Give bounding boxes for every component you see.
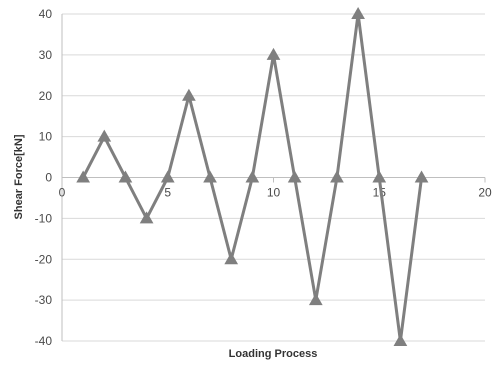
data-point-marker (330, 170, 344, 183)
data-point-marker (372, 170, 387, 183)
data-point-marker (203, 170, 217, 183)
y-tick-label: 30 (39, 48, 53, 62)
data-point-marker (287, 170, 302, 183)
y-tick-label: 40 (39, 7, 53, 21)
data-point-marker (139, 211, 154, 224)
y-tick-label: -20 (35, 252, 53, 266)
y-tick-label: 20 (39, 89, 53, 103)
data-point-marker (160, 170, 175, 183)
data-point-marker (118, 170, 133, 183)
data-point-marker (224, 252, 239, 265)
data-point-marker (245, 170, 260, 183)
y-axis-title: Shear Force[kN] (13, 134, 25, 219)
y-tick-label: 10 (39, 130, 53, 144)
x-tick-label: 20 (478, 186, 492, 200)
x-tick-label: 5 (164, 186, 171, 200)
data-point-marker (182, 88, 196, 101)
data-point-marker (351, 6, 365, 19)
data-point-marker (393, 333, 408, 346)
markers-layer (76, 6, 429, 346)
y-tick-label: -10 (35, 211, 53, 225)
data-point-marker (266, 47, 281, 60)
data-point-marker (308, 293, 323, 306)
data-point-marker (97, 129, 112, 142)
x-axis-title: Loading Process (229, 348, 318, 360)
data-point-marker (76, 170, 91, 183)
y-tick-label: -40 (35, 334, 53, 348)
x-tick-label: 10 (267, 186, 281, 200)
y-tick-label: -30 (35, 293, 53, 307)
y-tick-label: 0 (45, 171, 52, 185)
x-tick-label: 0 (59, 186, 66, 200)
data-point-marker (414, 170, 429, 183)
